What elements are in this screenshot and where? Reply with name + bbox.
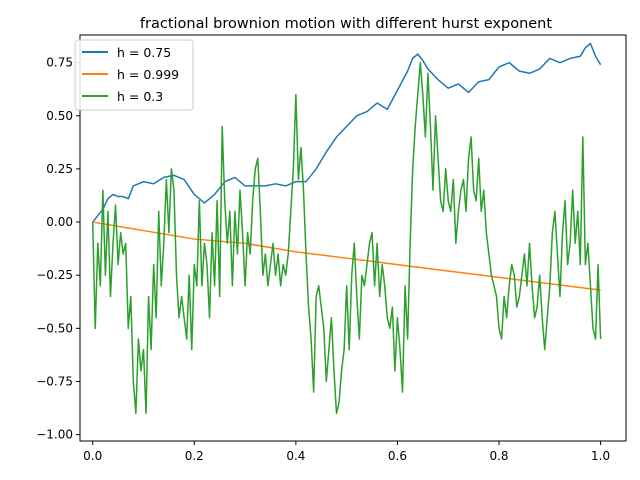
series-layer <box>91 42 602 415</box>
x-tick-label: 1.0 <box>591 449 610 463</box>
legend-label-h075: h = 0.75 <box>117 45 171 60</box>
legend-label-h03: h = 0.3 <box>117 89 163 104</box>
y-tick-label: 0.25 <box>46 162 73 176</box>
y-tick-label: −1.00 <box>36 428 73 442</box>
series-line-1 <box>92 221 601 291</box>
ticks-layer: 0.0 0.2 0.4 0.6 0.8 1.0 −1.00 −0.75 −0.50 −0.25 0.… <box>36 56 610 463</box>
series-line-0 <box>92 42 602 223</box>
y-tick-label: −0.25 <box>36 268 73 282</box>
y-tick-label: 0.00 <box>46 215 73 229</box>
x-tick-label: 0.2 <box>185 449 204 463</box>
series-line-2 <box>91 61 602 415</box>
legend: h = 0.75 h = 0.999 h = 0.3 <box>74 39 194 111</box>
y-tick-label: −0.50 <box>36 321 73 335</box>
legend-label-h0999: h = 0.999 <box>117 67 179 82</box>
y-tick-label: 0.50 <box>46 109 73 123</box>
x-tick-label: 0.6 <box>388 449 407 463</box>
x-tick-label: 0.4 <box>286 449 305 463</box>
y-tick-label: 0.75 <box>46 56 73 70</box>
chart-title: fractional brownion motion with differen… <box>140 16 552 32</box>
x-tick-label: 0.8 <box>489 449 508 463</box>
y-tick-label: −0.75 <box>36 374 73 388</box>
plot-frame <box>79 34 627 442</box>
x-tick-label: 0.0 <box>83 449 102 463</box>
legend-box <box>74 39 194 111</box>
